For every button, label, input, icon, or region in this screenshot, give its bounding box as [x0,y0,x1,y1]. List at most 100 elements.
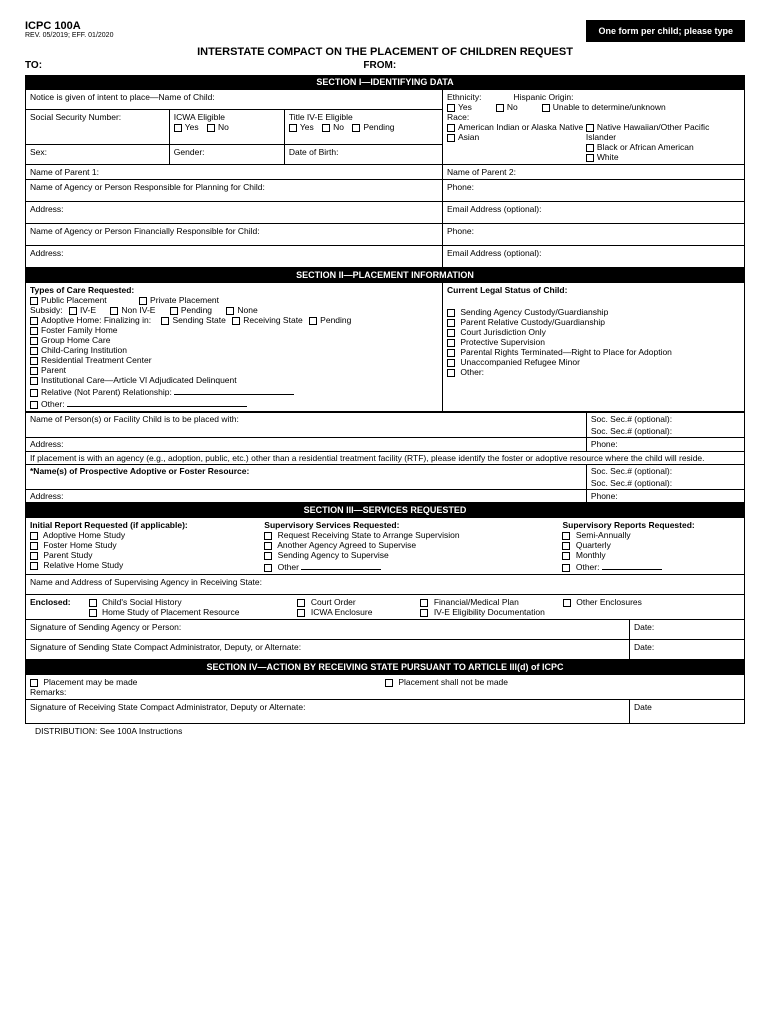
sig-admin-cell[interactable]: Signature of Sending State Compact Admin… [26,640,630,660]
checkbox-icon[interactable] [264,532,272,540]
types-care-cell[interactable]: Types of Care Requested: Public Placemen… [26,283,443,412]
checkbox-icon[interactable] [447,309,455,317]
checkbox-icon[interactable] [297,609,305,617]
checkbox-icon[interactable] [30,401,38,409]
phone-cell[interactable]: Phone: [586,490,744,503]
checkbox-icon[interactable] [30,679,38,687]
prospective-cell[interactable]: *Name(s) of Prospective Adoptive or Fost… [26,464,587,489]
checkbox-icon[interactable] [447,329,455,337]
checkbox-icon[interactable] [264,542,272,550]
parent2-cell[interactable]: Name of Parent 2: [443,165,745,180]
notice-cell[interactable]: Notice is given of intent to place—Name … [26,90,443,110]
checkbox-icon[interactable] [586,124,594,132]
checkbox-icon[interactable] [30,337,38,345]
checkbox-icon[interactable] [385,679,393,687]
blank-line[interactable] [174,385,294,395]
checkbox-icon[interactable] [447,104,455,112]
gender-cell[interactable]: Gender: [169,144,284,164]
phone-cell[interactable]: Phone: [443,180,745,202]
checkbox-icon[interactable] [496,104,504,112]
agency-fin-cell[interactable]: Name of Agency or Person Financially Res… [26,224,443,246]
icwa-cell[interactable]: ICWA Eligible Yes No [169,110,284,144]
checkbox-icon[interactable] [264,552,272,560]
blank-line[interactable] [301,560,381,570]
supervising-cell[interactable]: Name and Address of Supervising Agency i… [26,575,745,595]
checkbox-icon[interactable] [586,154,594,162]
checkbox-icon[interactable] [447,359,455,367]
blank-line[interactable] [602,560,662,570]
checkbox-icon[interactable] [232,317,240,325]
checkbox-icon[interactable] [30,297,38,305]
email-cell[interactable]: Email Address (optional): [443,246,745,268]
checkbox-icon[interactable] [562,532,570,540]
checkbox-icon[interactable] [30,347,38,355]
checkbox-icon[interactable] [30,552,38,560]
checkbox-icon[interactable] [207,124,215,132]
address-cell[interactable]: Address: [26,490,587,503]
checkbox-icon[interactable] [30,389,38,397]
checkbox-icon[interactable] [562,552,570,560]
dob-cell[interactable]: Date of Birth: [284,144,442,164]
checkbox-icon[interactable] [420,599,428,607]
placed-with-cell[interactable]: Name of Person(s) or Facility Child is t… [26,413,587,438]
checkbox-icon[interactable] [289,124,297,132]
checkbox-icon[interactable] [226,307,234,315]
placement-decision-cell[interactable]: Placement may be made Placement shall no… [26,675,745,700]
phone-cell[interactable]: Phone: [443,224,745,246]
legal-status-cell[interactable]: Current Legal Status of Child: Sending A… [443,283,745,412]
sig-sending-cell[interactable]: Signature of Sending Agency or Person: [26,620,630,640]
checkbox-icon[interactable] [322,124,330,132]
checkbox-icon[interactable] [542,104,550,112]
date-cell[interactable]: Date [629,700,744,724]
ethnicity-race-cell[interactable]: Ethnicity: Hispanic Origin: Yes No Unabl… [443,90,745,165]
checkbox-icon[interactable] [69,307,77,315]
checkbox-icon[interactable] [447,319,455,327]
checkbox-icon[interactable] [420,609,428,617]
checkbox-icon[interactable] [110,307,118,315]
checkbox-icon[interactable] [447,369,455,377]
checkbox-icon[interactable] [352,124,360,132]
checkbox-icon[interactable] [30,357,38,365]
sig-receiving-cell[interactable]: Signature of Receiving State Compact Adm… [26,700,630,724]
date-cell[interactable]: Date: [629,640,744,660]
parent1-cell[interactable]: Name of Parent 1: [26,165,443,180]
checkbox-icon[interactable] [264,564,272,572]
ssn-opt-cell[interactable]: Soc. Sec.# (optional): [586,425,744,438]
agency-plan-cell[interactable]: Name of Agency or Person Responsible for… [26,180,443,202]
checkbox-icon[interactable] [297,599,305,607]
checkbox-icon[interactable] [89,609,97,617]
checkbox-icon[interactable] [30,542,38,550]
checkbox-icon[interactable] [161,317,169,325]
address-cell[interactable]: Address: [26,438,587,451]
checkbox-icon[interactable] [89,599,97,607]
ssn-cell[interactable]: Social Security Number: [26,110,170,144]
sex-cell[interactable]: Sex: [26,144,170,164]
checkbox-icon[interactable] [586,144,594,152]
checkbox-icon[interactable] [30,367,38,375]
address-cell[interactable]: Address: [26,246,443,268]
checkbox-icon[interactable] [562,564,570,572]
checkbox-icon[interactable] [174,124,182,132]
checkbox-icon[interactable] [447,134,455,142]
checkbox-icon[interactable] [447,124,455,132]
checkbox-icon[interactable] [139,297,147,305]
checkbox-icon[interactable] [563,599,571,607]
ssn-opt-cell[interactable]: Soc. Sec.# (optional): [586,413,744,426]
checkbox-icon[interactable] [562,542,570,550]
checkbox-icon[interactable] [447,349,455,357]
checkbox-icon[interactable] [30,377,38,385]
checkbox-icon[interactable] [30,562,38,570]
checkbox-icon[interactable] [170,307,178,315]
checkbox-icon[interactable] [309,317,317,325]
email-cell[interactable]: Email Address (optional): [443,202,745,224]
checkbox-icon[interactable] [30,327,38,335]
checkbox-icon[interactable] [30,532,38,540]
ssn-opt-cell[interactable]: Soc. Sec.# (optional): [586,477,744,490]
blank-line[interactable] [67,397,247,407]
services-cell[interactable]: Initial Report Requested (if applicable)… [26,518,745,575]
checkbox-icon[interactable] [447,339,455,347]
enclosed-cell[interactable]: Enclosed: Child's Social History Home St… [26,595,745,620]
date-cell[interactable]: Date: [629,620,744,640]
ive-cell[interactable]: Title IV-E Eligible Yes No Pending [284,110,442,144]
checkbox-icon[interactable] [30,317,38,325]
